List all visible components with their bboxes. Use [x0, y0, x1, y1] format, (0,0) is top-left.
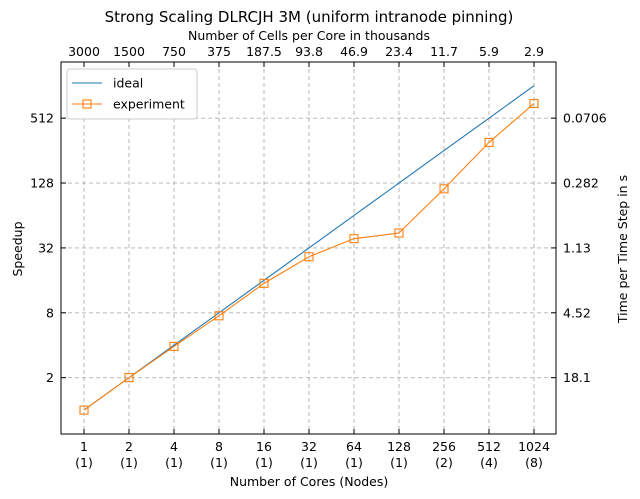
x2-tick-label: 46.9 [340, 44, 368, 59]
x-tick-label: 512 (4) [477, 439, 501, 470]
right-axis-label: Time per Time Step in s [615, 175, 630, 324]
x-tick-label: 2 (1) [120, 439, 138, 470]
x-tick-label: 8 (1) [210, 439, 228, 470]
y2-tick-label: 4.52 [563, 305, 591, 320]
x2-tick-label: 375 [207, 44, 231, 59]
top-axis-label: Number of Cells per Core in thousands [188, 28, 430, 43]
plot-frame [60, 61, 557, 435]
data-point-experiment [349, 234, 359, 244]
legend-label-experiment: experiment [113, 97, 185, 112]
data-point-experiment [394, 228, 404, 238]
x-tick-label: 128 (1) [387, 439, 411, 470]
y-tick-label: 8 [46, 305, 54, 320]
x2-tick-label: 187.5 [246, 44, 282, 59]
data-point-experiment [439, 184, 449, 194]
x-tick-label: 64 (1) [345, 439, 363, 470]
x2-tick-label: 23.4 [385, 44, 413, 59]
x-tick-label: 32 (1) [300, 439, 318, 470]
chart-title: Strong Scaling DLRCJH 3M (uniform intran… [105, 8, 514, 26]
y-tick-label: 128 [30, 176, 54, 191]
left-axis-label: Speedup [10, 221, 25, 276]
data-point-experiment [304, 252, 314, 262]
series-layer [79, 85, 539, 415]
data-point-experiment [484, 137, 494, 147]
data-point-experiment [529, 98, 539, 109]
data-point-experiment [259, 278, 269, 288]
legend-marker-experiment [82, 99, 92, 109]
grid-lines [61, 62, 556, 434]
y-tick-label: 512 [30, 111, 54, 126]
axis-ticks: 1 (1) 3000 2 (1) 1500 4 (1) 750 8 (1) 375 16 (1) 187.5… [30, 44, 607, 470]
data-point-experiment [169, 341, 179, 351]
x-tick-label: 16 (1) [255, 439, 273, 470]
x2-tick-label: 750 [162, 44, 186, 59]
data-point-experiment [124, 373, 134, 383]
x-tick-label: 1 (1) [75, 439, 93, 470]
bottom-axis-label: Number of Cores (Nodes) [230, 474, 389, 489]
x2-tick-label: 5.9 [479, 44, 499, 59]
series-line-experiment [83, 103, 535, 411]
data-point-experiment [214, 311, 224, 321]
legend: ideal experiment [66, 68, 198, 120]
x-tick-label: 4 (1) [165, 439, 183, 470]
x-tick-label: 1024 (8) [518, 439, 550, 470]
legend-box [66, 68, 198, 120]
legend-label-ideal: ideal [113, 76, 143, 91]
x2-tick-label: 3000 [68, 44, 100, 59]
x2-tick-label: 2.9 [524, 44, 544, 59]
y2-tick-label: 0.0706 [563, 111, 607, 126]
y-tick-label: 32 [38, 240, 54, 255]
series-line-ideal [83, 85, 535, 411]
y2-tick-label: 0.282 [563, 176, 599, 191]
x2-tick-label: 93.8 [295, 44, 323, 59]
y2-tick-label: 1.13 [563, 240, 591, 255]
x2-tick-label: 11.7 [430, 44, 458, 59]
data-point-experiment [79, 405, 89, 415]
y2-tick-label: 18.1 [563, 370, 591, 385]
y-tick-label: 2 [46, 370, 54, 385]
x-tick-label: 256 (2) [432, 439, 456, 470]
x2-tick-label: 1500 [113, 44, 145, 59]
